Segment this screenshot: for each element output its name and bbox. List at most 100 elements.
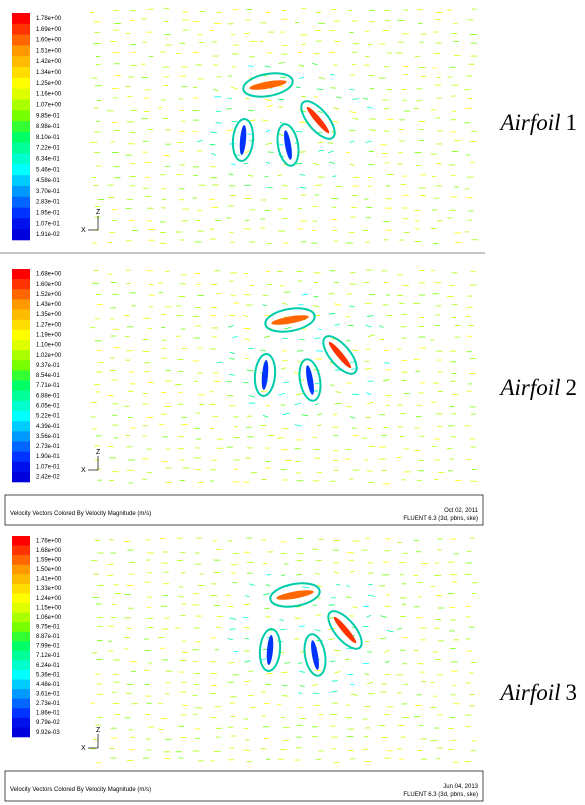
colorbar-label: 2.73e-01 xyxy=(36,444,60,450)
colorbar-swatch xyxy=(12,185,30,198)
colorbar-swatch xyxy=(12,451,30,463)
vector xyxy=(332,413,338,416)
vector xyxy=(231,120,238,123)
blade-flow xyxy=(242,72,294,98)
blade xyxy=(333,616,357,644)
vector xyxy=(265,616,271,618)
colorbar-label: 7.22e-01 xyxy=(36,146,60,152)
colorbar-label: 1.27e+00 xyxy=(36,322,62,328)
vector xyxy=(318,149,325,152)
vector xyxy=(314,337,321,339)
colorbar-label: 1.43e+00 xyxy=(36,302,62,308)
colorbar-swatch xyxy=(12,670,30,680)
footer-software: FLUENT 6.3 (3d, pbns, ske) xyxy=(403,516,478,522)
colorbar-label: 1.60e+00 xyxy=(36,282,62,288)
vector xyxy=(315,614,321,616)
vector xyxy=(278,61,285,64)
vector xyxy=(210,131,218,134)
colorbar-swatch xyxy=(12,218,30,230)
colorbar-swatch xyxy=(12,207,30,219)
blade-flow xyxy=(300,100,336,140)
colorbar-swatch xyxy=(12,229,30,241)
vector xyxy=(349,88,355,91)
vector xyxy=(278,133,284,137)
vector xyxy=(384,660,390,664)
colorbar-swatch xyxy=(12,641,30,652)
vector xyxy=(266,404,271,407)
vector xyxy=(332,175,337,177)
colorbar-label: 4.39e-01 xyxy=(36,424,60,430)
colorbar-label: 9.75e-01 xyxy=(36,625,60,631)
colorbar-swatch xyxy=(12,13,30,25)
vector xyxy=(301,586,310,589)
vector xyxy=(333,303,341,306)
colorbar-label: 1.02e+00 xyxy=(36,353,62,359)
colorbar-label: 1.15e+00 xyxy=(36,605,62,611)
blade-flow xyxy=(253,353,277,397)
vector xyxy=(294,638,300,640)
vector xyxy=(317,584,322,588)
colorbar-swatch xyxy=(12,153,30,165)
vector xyxy=(229,617,237,620)
colorbar-swatch xyxy=(12,175,30,187)
vector xyxy=(352,606,358,609)
vector xyxy=(263,592,270,596)
vector xyxy=(228,358,235,360)
panel: 1.68e+00 1.60e+00 1.52e+00 1.43e+00 1.35e+00… xyxy=(4,269,577,526)
colorbar-label: 9.92e-03 xyxy=(36,730,60,736)
colorbar-swatch xyxy=(12,380,30,392)
vector xyxy=(313,296,319,298)
vector xyxy=(216,361,223,364)
colorbar-label: 1.10e+00 xyxy=(36,343,62,349)
vector xyxy=(282,184,289,187)
colorbar-label: 1.68e+00 xyxy=(36,548,62,554)
colorbar-swatch xyxy=(12,564,30,575)
vector xyxy=(264,65,271,68)
vector xyxy=(294,424,302,427)
vector xyxy=(260,349,267,352)
vector xyxy=(331,680,338,682)
colorbar-label: 1.90e-01 xyxy=(36,454,60,460)
vector xyxy=(230,86,238,90)
colorbar-swatch xyxy=(12,77,30,89)
vector xyxy=(280,404,285,406)
blade xyxy=(261,360,269,390)
vector xyxy=(244,660,251,663)
colorbar-label: 1.33e+00 xyxy=(36,586,62,592)
vector xyxy=(299,64,305,67)
vector xyxy=(298,692,303,694)
vector xyxy=(383,379,390,382)
colorbar-label: 1.52e+00 xyxy=(36,292,62,298)
axis-label: X xyxy=(81,467,86,474)
vector xyxy=(349,163,355,166)
footer-description: Velocity Vectors Colored By Velocity Mag… xyxy=(10,787,151,793)
vector xyxy=(368,334,375,337)
blade xyxy=(239,125,247,155)
colorbar-swatch xyxy=(12,421,30,432)
colorbar-swatch xyxy=(12,121,30,133)
colorbar-swatch xyxy=(12,400,30,412)
colorbar-swatch xyxy=(12,461,30,473)
colorbar-label: 8.10e-01 xyxy=(36,135,60,141)
vector xyxy=(280,367,286,370)
colorbar-label: 3.56e-01 xyxy=(36,434,60,440)
colorbar-label: 1.51e+00 xyxy=(36,48,62,54)
vector xyxy=(332,120,339,123)
vector xyxy=(211,152,217,156)
footer-date: Oct 02, 2011 xyxy=(444,508,479,514)
vector xyxy=(314,629,321,632)
vector xyxy=(365,140,372,143)
vector xyxy=(262,414,269,418)
vector xyxy=(366,106,373,109)
vector xyxy=(279,618,284,622)
colorbar-swatch xyxy=(12,23,30,35)
colorbar-swatch xyxy=(12,708,30,719)
vector xyxy=(366,615,372,618)
vector xyxy=(314,403,319,406)
colorbar-swatch xyxy=(12,660,30,671)
vector xyxy=(334,323,341,326)
colorbar-swatch xyxy=(12,370,30,381)
vector xyxy=(243,315,249,318)
vector xyxy=(379,325,384,328)
blade-flow xyxy=(264,307,316,333)
